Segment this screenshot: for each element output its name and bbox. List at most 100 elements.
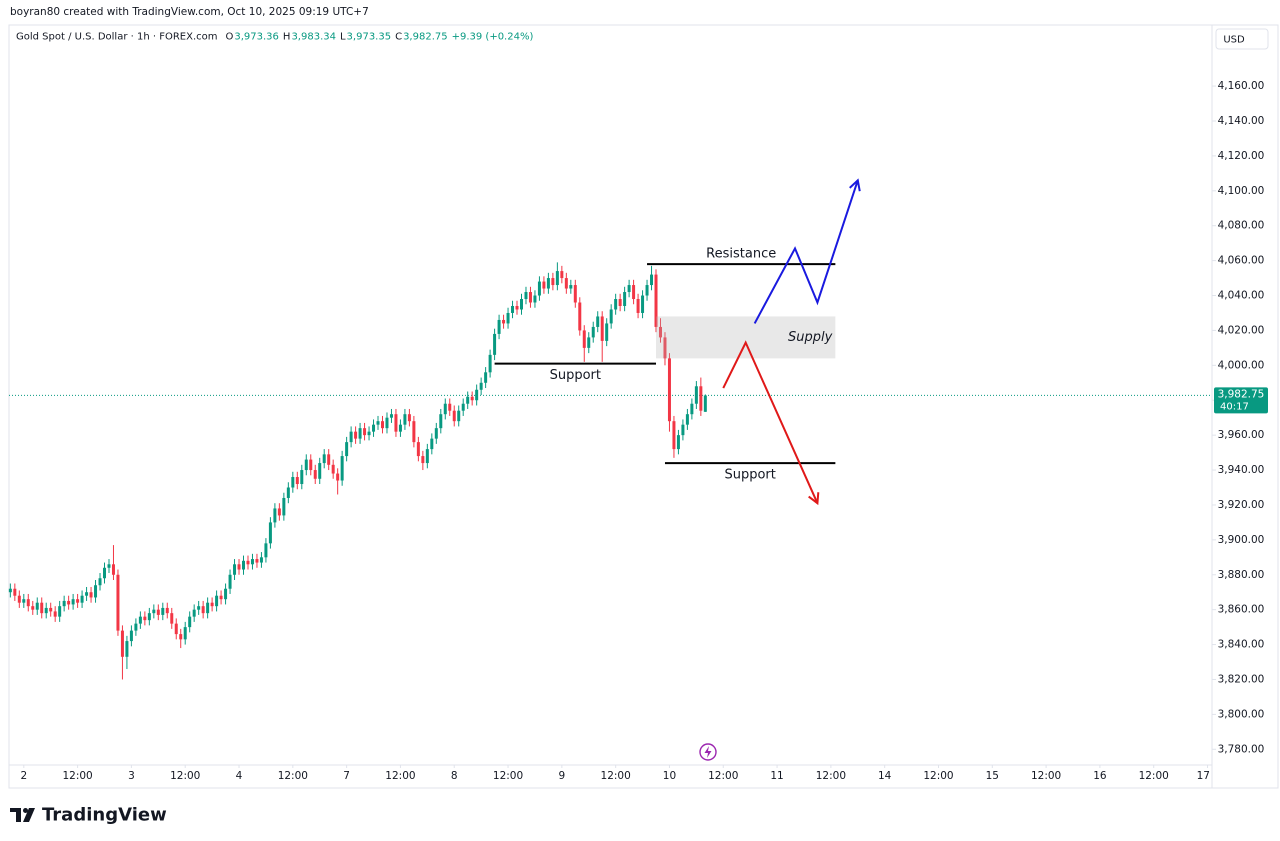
candle-body: [466, 396, 470, 404]
countdown: 40:17: [1220, 401, 1249, 412]
candle-body: [192, 609, 196, 617]
candle-body: [67, 600, 71, 605]
scenario-path: [753, 180, 859, 324]
candle-body: [76, 599, 80, 603]
candle-body: [537, 281, 541, 296]
legend-value: 3,973.36: [234, 32, 279, 43]
candle-body: [654, 274, 658, 327]
candle-body: [421, 456, 425, 464]
candle-body: [470, 396, 474, 401]
candle-body: [703, 395, 707, 412]
candle-body: [560, 271, 564, 279]
x-tick-label: 15: [986, 770, 999, 782]
candle-body: [627, 285, 631, 293]
candle-body: [174, 623, 178, 635]
candle-body: [658, 326, 662, 338]
y-tick-label: 4,020.00: [1218, 324, 1265, 336]
candle-body: [295, 477, 299, 485]
candle-body: [533, 295, 537, 303]
last-price-tag: [1214, 387, 1268, 414]
candle-body: [26, 599, 30, 607]
y-tick-label: 3,840.00: [1218, 639, 1265, 651]
candle-body: [268, 522, 272, 544]
candle-body: [502, 319, 506, 324]
candle-body: [340, 456, 344, 481]
candle-body: [385, 417, 389, 429]
candle-body: [103, 567, 107, 579]
candle-body: [394, 414, 398, 432]
symbol: Gold Spot / U.S. Dollar · 1h · FOREX.com: [16, 32, 218, 43]
candle-body: [484, 372, 488, 383]
candle-body: [313, 470, 317, 479]
candle-body: [546, 278, 550, 289]
candle-body: [488, 354, 492, 373]
candle-body: [259, 557, 263, 563]
candle-body: [215, 595, 219, 607]
candle-body: [201, 606, 205, 614]
candle-body: [85, 592, 89, 596]
candle-body: [156, 609, 160, 615]
legend-key: H: [283, 32, 291, 43]
y-tick-label: 3,940.00: [1218, 464, 1265, 476]
candle-body: [206, 602, 210, 614]
arrow-head: [849, 178, 861, 192]
y-tick-label: 4,000.00: [1218, 359, 1265, 371]
candle-body: [569, 285, 573, 289]
legend: Gold Spot / U.S. Dollar · 1h · FOREX.com…: [16, 32, 533, 43]
x-tick-label: 12:00: [708, 770, 738, 782]
candle-body: [564, 278, 568, 289]
candle-body: [551, 278, 555, 286]
y-tick-label: 3,920.00: [1218, 499, 1265, 511]
candle-body: [228, 574, 232, 589]
candle-body: [573, 285, 577, 303]
level-label: Resistance: [706, 247, 776, 262]
candle-body: [134, 623, 138, 631]
candle-body: [304, 459, 308, 471]
candle-body: [336, 473, 340, 481]
level-label: Support: [724, 468, 775, 483]
candle-body: [542, 281, 546, 289]
candle-body: [596, 316, 600, 327]
x-tick-label: 10: [663, 770, 676, 782]
candle-body: [327, 454, 331, 465]
legend-key: C: [395, 32, 402, 43]
candle-body: [129, 630, 133, 642]
x-tick-label: 12:00: [385, 770, 415, 782]
candle-body: [398, 424, 402, 432]
candle-body: [210, 602, 214, 607]
candle-body: [35, 602, 39, 610]
x-tick-label: 4: [236, 770, 243, 782]
candle-body: [587, 337, 591, 348]
candle-body: [425, 449, 429, 464]
currency-box: [1215, 28, 1269, 50]
candle-body: [380, 421, 384, 429]
candle-body: [264, 543, 268, 558]
candle-body: [120, 630, 124, 657]
candle-body: [367, 431, 371, 436]
candle-body: [403, 414, 407, 425]
candle-body: [519, 299, 523, 310]
candle-body: [443, 403, 447, 415]
x-tick-label: 9: [559, 770, 566, 782]
candle-body: [8, 588, 12, 593]
candle-body: [578, 302, 582, 331]
supply-zone: [656, 316, 836, 359]
zone-label: Supply: [788, 330, 833, 345]
candle-body: [53, 611, 57, 617]
currency: USD: [1223, 35, 1245, 46]
y-tick-label: 4,160.00: [1218, 80, 1265, 92]
x-tick-label: 12:00: [493, 770, 523, 782]
x-tick-label: 12:00: [278, 770, 308, 782]
candle-body: [300, 470, 304, 485]
candle-body: [475, 389, 479, 401]
candle-body: [641, 295, 645, 313]
candle-body: [277, 508, 281, 516]
candle-body: [582, 330, 586, 348]
candle-body: [636, 299, 640, 313]
candle-body: [291, 477, 295, 488]
candle-body: [511, 305, 515, 313]
candle-body: [699, 386, 703, 411]
y-tick-label: 3,780.00: [1218, 743, 1265, 755]
legend-value: 3,983.34: [291, 32, 336, 43]
